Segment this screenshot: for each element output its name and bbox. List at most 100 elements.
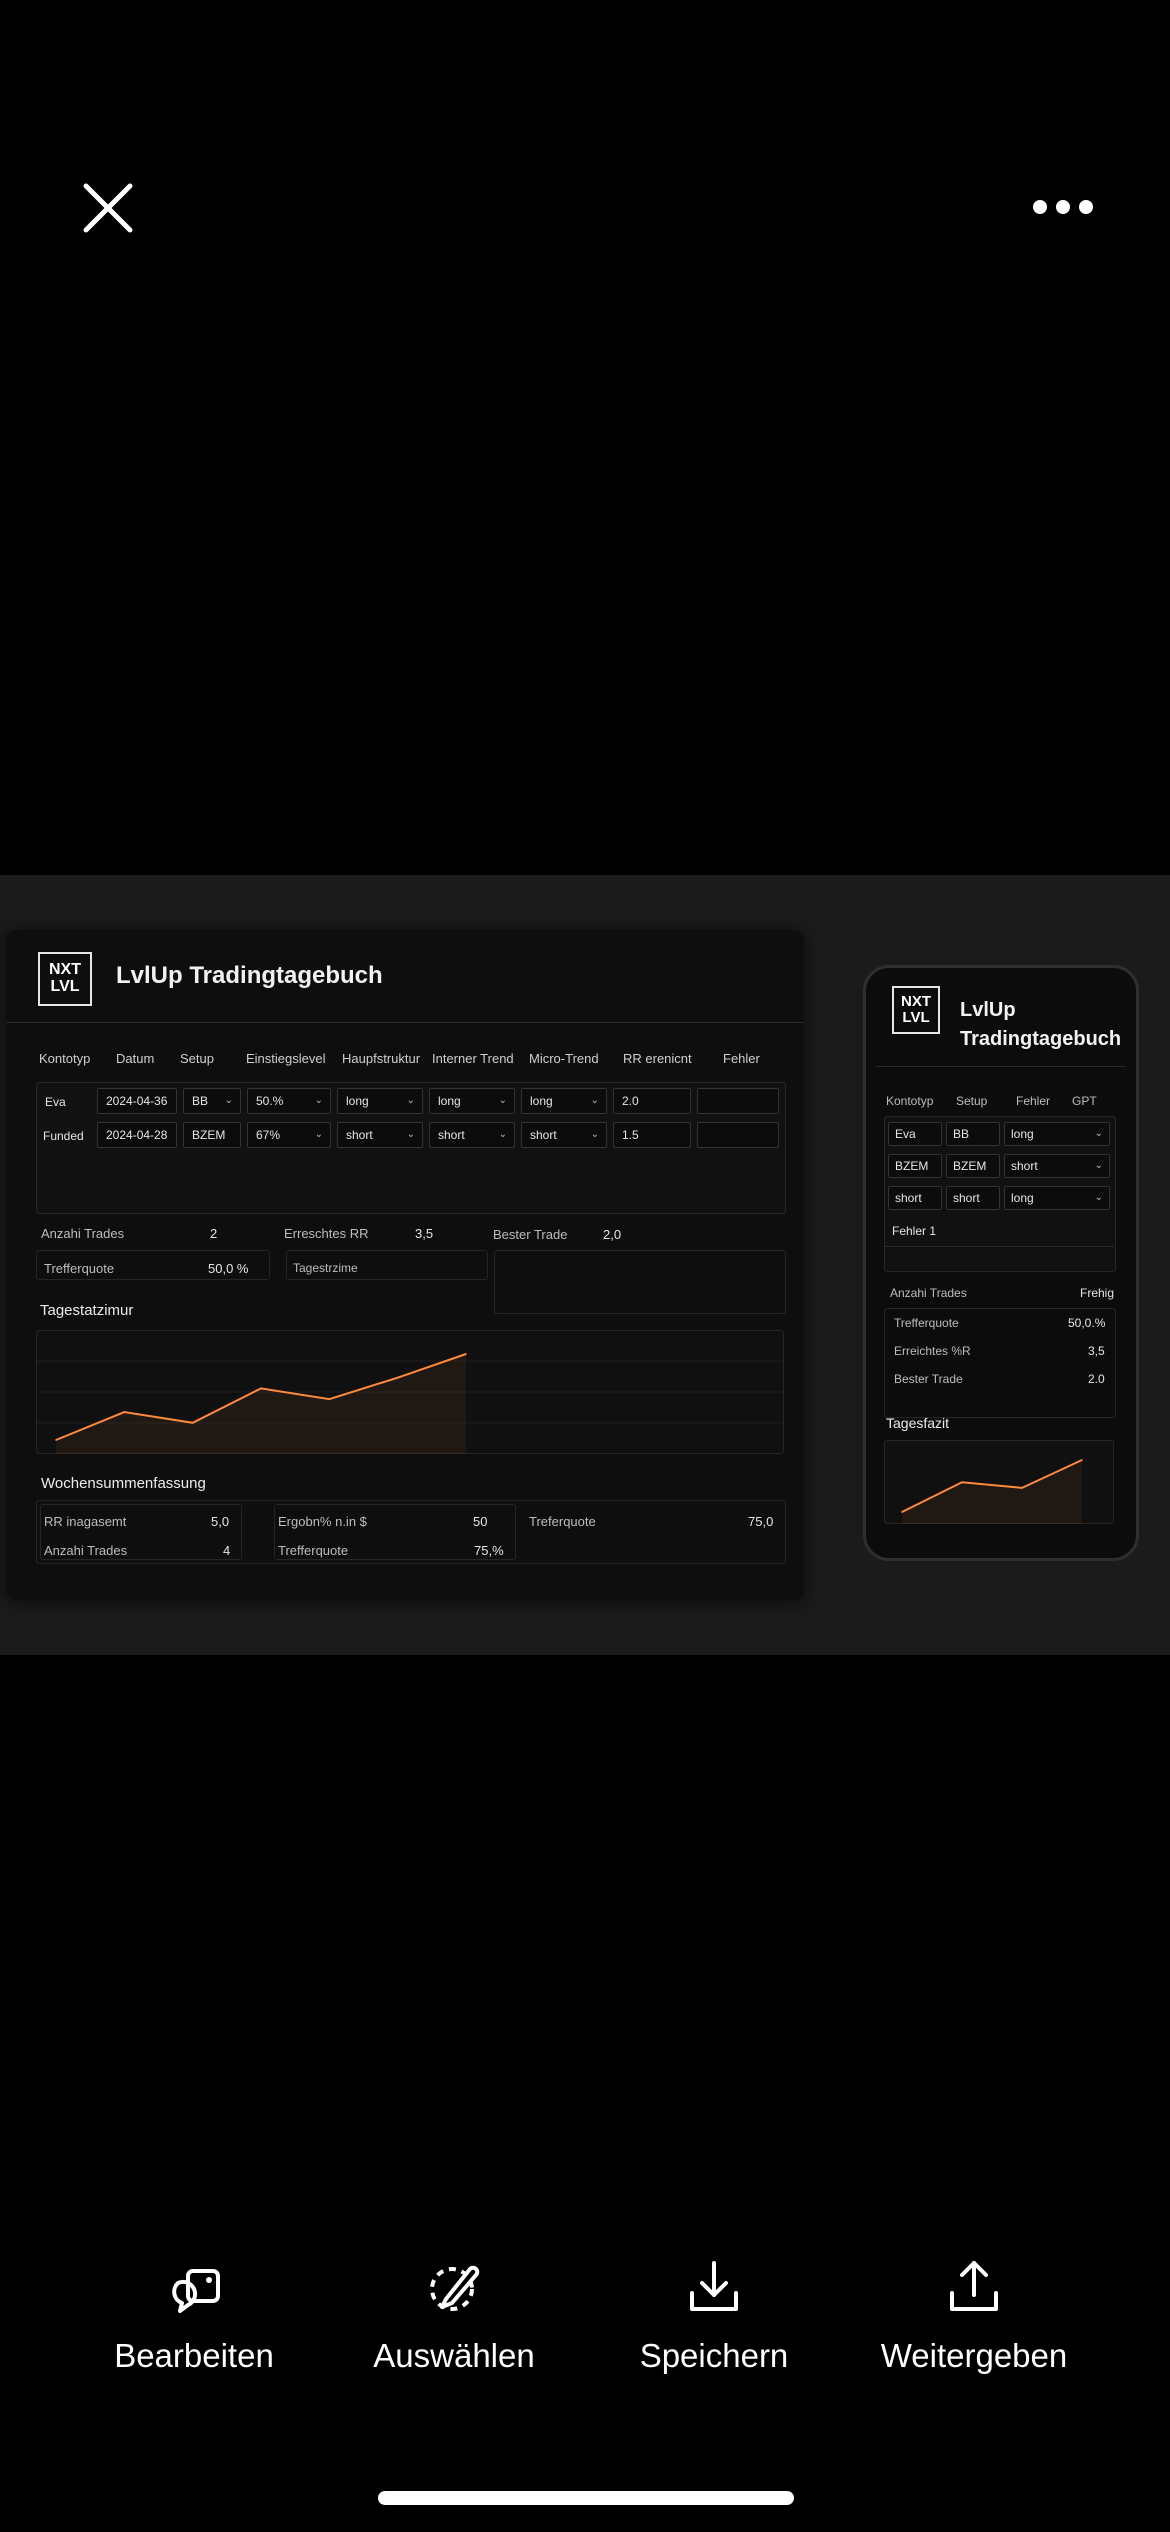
cell[interactable]: BZEM (946, 1154, 1000, 1178)
select[interactable]: long ⌄ (1004, 1186, 1110, 1210)
chart-point (55, 1439, 57, 1441)
cell-value: short (530, 1128, 557, 1142)
edit-button[interactable]: Bearbeiten (84, 2255, 304, 2395)
einstieg-select[interactable]: 67% ⌄ (247, 1122, 331, 1148)
chevron-down-icon: ⌄ (498, 1095, 507, 1106)
section-title: Tagesfazit (886, 1415, 950, 1431)
cell[interactable]: BB (946, 1122, 1000, 1146)
cell-value: short (895, 1191, 922, 1205)
cell-kontotyp: Funded (43, 1129, 84, 1143)
cell: BZEM (888, 1154, 942, 1178)
edit-shapes-icon (172, 2269, 220, 2313)
cell-value: short (346, 1128, 373, 1142)
desktop-mockup: NXT LVL LvlUp Tradingtagebuch Kontotyp D… (6, 930, 804, 1600)
chart-point (901, 1511, 903, 1513)
interner-trend-select[interactable]: short ⌄ (429, 1122, 515, 1148)
share-button[interactable]: Weitergeben (864, 2255, 1084, 2395)
rr-field[interactable]: 2.0 (613, 1088, 691, 1114)
stat-value: 3,5 (415, 1226, 434, 1241)
hauptstruktur-select[interactable]: long ⌄ (337, 1088, 423, 1114)
chart-point (123, 1411, 126, 1413)
stat-value: 75,0 (748, 1514, 774, 1529)
app-title: LvlUp Tradingtagebuch (116, 962, 383, 989)
cell-value: long (346, 1094, 369, 1108)
column-header: Kontotyp (39, 1051, 91, 1066)
select-button[interactable]: Auswählen (344, 2255, 564, 2395)
cell[interactable]: short (946, 1186, 1000, 1210)
select[interactable]: long ⌄ (1004, 1122, 1110, 1146)
stat-label: Trefferquote (894, 1316, 959, 1330)
micro-trend-select[interactable]: long ⌄ (521, 1088, 607, 1114)
chart-point (465, 1353, 467, 1355)
save-button[interactable]: Speichern (604, 2255, 824, 2395)
setup-select[interactable]: BB ⌄ (183, 1088, 241, 1114)
chart-background (884, 1440, 1114, 1524)
select[interactable]: short ⌄ (1004, 1154, 1110, 1178)
stat-value: 4 (223, 1543, 231, 1558)
stat-label: Anzahi Trades (890, 1286, 967, 1300)
logo-line: LVL (902, 1009, 930, 1026)
cell-value: short (953, 1191, 980, 1205)
chevron-down-icon: ⌄ (498, 1129, 507, 1140)
stat-value: 2,0 (603, 1227, 622, 1242)
chevron-down-icon: ⌄ (590, 1095, 599, 1106)
action-label: Auswählen (373, 2337, 535, 2374)
weekly-group (40, 1504, 242, 1560)
phone-chart (884, 1440, 1114, 1524)
chart-area (902, 1460, 1082, 1524)
stat-value: 50,0 % (208, 1261, 249, 1276)
action-label: Bearbeiten (114, 2337, 274, 2374)
column-header: Kontotyp (886, 1094, 934, 1108)
chart-point (961, 1481, 963, 1484)
cell-value: BZEM (953, 1159, 987, 1173)
fehler-field[interactable] (697, 1122, 779, 1148)
cell-value: BB (953, 1127, 970, 1141)
chart-point (1081, 1459, 1083, 1461)
field-label: Tagestrzime (293, 1261, 358, 1275)
home-indicator[interactable] (378, 2491, 794, 2505)
stat-box (36, 1250, 270, 1280)
fehler-field[interactable] (697, 1088, 779, 1114)
einstieg-select[interactable]: 50.% ⌄ (247, 1088, 331, 1114)
hauptstruktur-select[interactable]: short ⌄ (337, 1122, 423, 1148)
stat-value: Frehig (1080, 1286, 1115, 1300)
stat-label: Ergobn% n.in $ (278, 1514, 367, 1529)
stat-value: 2.0 (1088, 1372, 1105, 1386)
chart-point (191, 1422, 194, 1424)
daily-chart (36, 1330, 784, 1454)
micro-trend-select[interactable]: short ⌄ (521, 1122, 607, 1148)
app-title: LvlUp Tradingtagebuch (960, 999, 1122, 1050)
select-subject-icon (430, 2265, 480, 2311)
logo-line: NXT (49, 961, 81, 979)
rr-field[interactable]: 1.5 (613, 1122, 691, 1148)
section-title: Tagestatzimur (40, 1302, 134, 1319)
weekly-summary-box (36, 1500, 786, 1564)
cell-value: long (438, 1094, 461, 1108)
stat-label: Bester Trade (894, 1372, 963, 1386)
close-icon[interactable] (80, 180, 136, 236)
stat-label: Trefferquote (44, 1261, 115, 1276)
cell-value: BZEM (192, 1128, 226, 1142)
tagesresumee-field[interactable] (286, 1250, 488, 1280)
stat-value: 2 (210, 1226, 218, 1241)
section-title: Wochensummenfassung (41, 1475, 206, 1492)
more-options-icon[interactable] (1030, 192, 1096, 222)
chevron-down-icon: ⌄ (1094, 1128, 1103, 1139)
date-field[interactable]: 2024-04-28 (97, 1122, 177, 1148)
setup-select[interactable]: BZEM (183, 1122, 241, 1148)
notes-box[interactable] (494, 1250, 786, 1314)
chevron-down-icon: ⌄ (590, 1129, 599, 1140)
cell-value: 67% (256, 1128, 281, 1142)
column-header: Datum (116, 1051, 155, 1066)
chevron-down-icon: ⌄ (406, 1095, 415, 1106)
image-preview: NXT LVL LvlUp Tradingtagebuch Kontotyp D… (0, 875, 1170, 1655)
fehler-row: Fehler 1 (892, 1224, 937, 1238)
stat-label: RR inagasemt (44, 1514, 127, 1529)
date-field[interactable]: 2024-04-36 (97, 1088, 177, 1114)
column-header: Haupfstruktur (342, 1051, 421, 1066)
stat-value: 75,% (474, 1543, 504, 1558)
stat-value: 5,0 (211, 1514, 230, 1529)
stat-value: 50,0.% (1068, 1316, 1106, 1330)
interner-trend-select[interactable]: long ⌄ (429, 1088, 515, 1114)
column-header: Interner Trend (432, 1051, 514, 1066)
